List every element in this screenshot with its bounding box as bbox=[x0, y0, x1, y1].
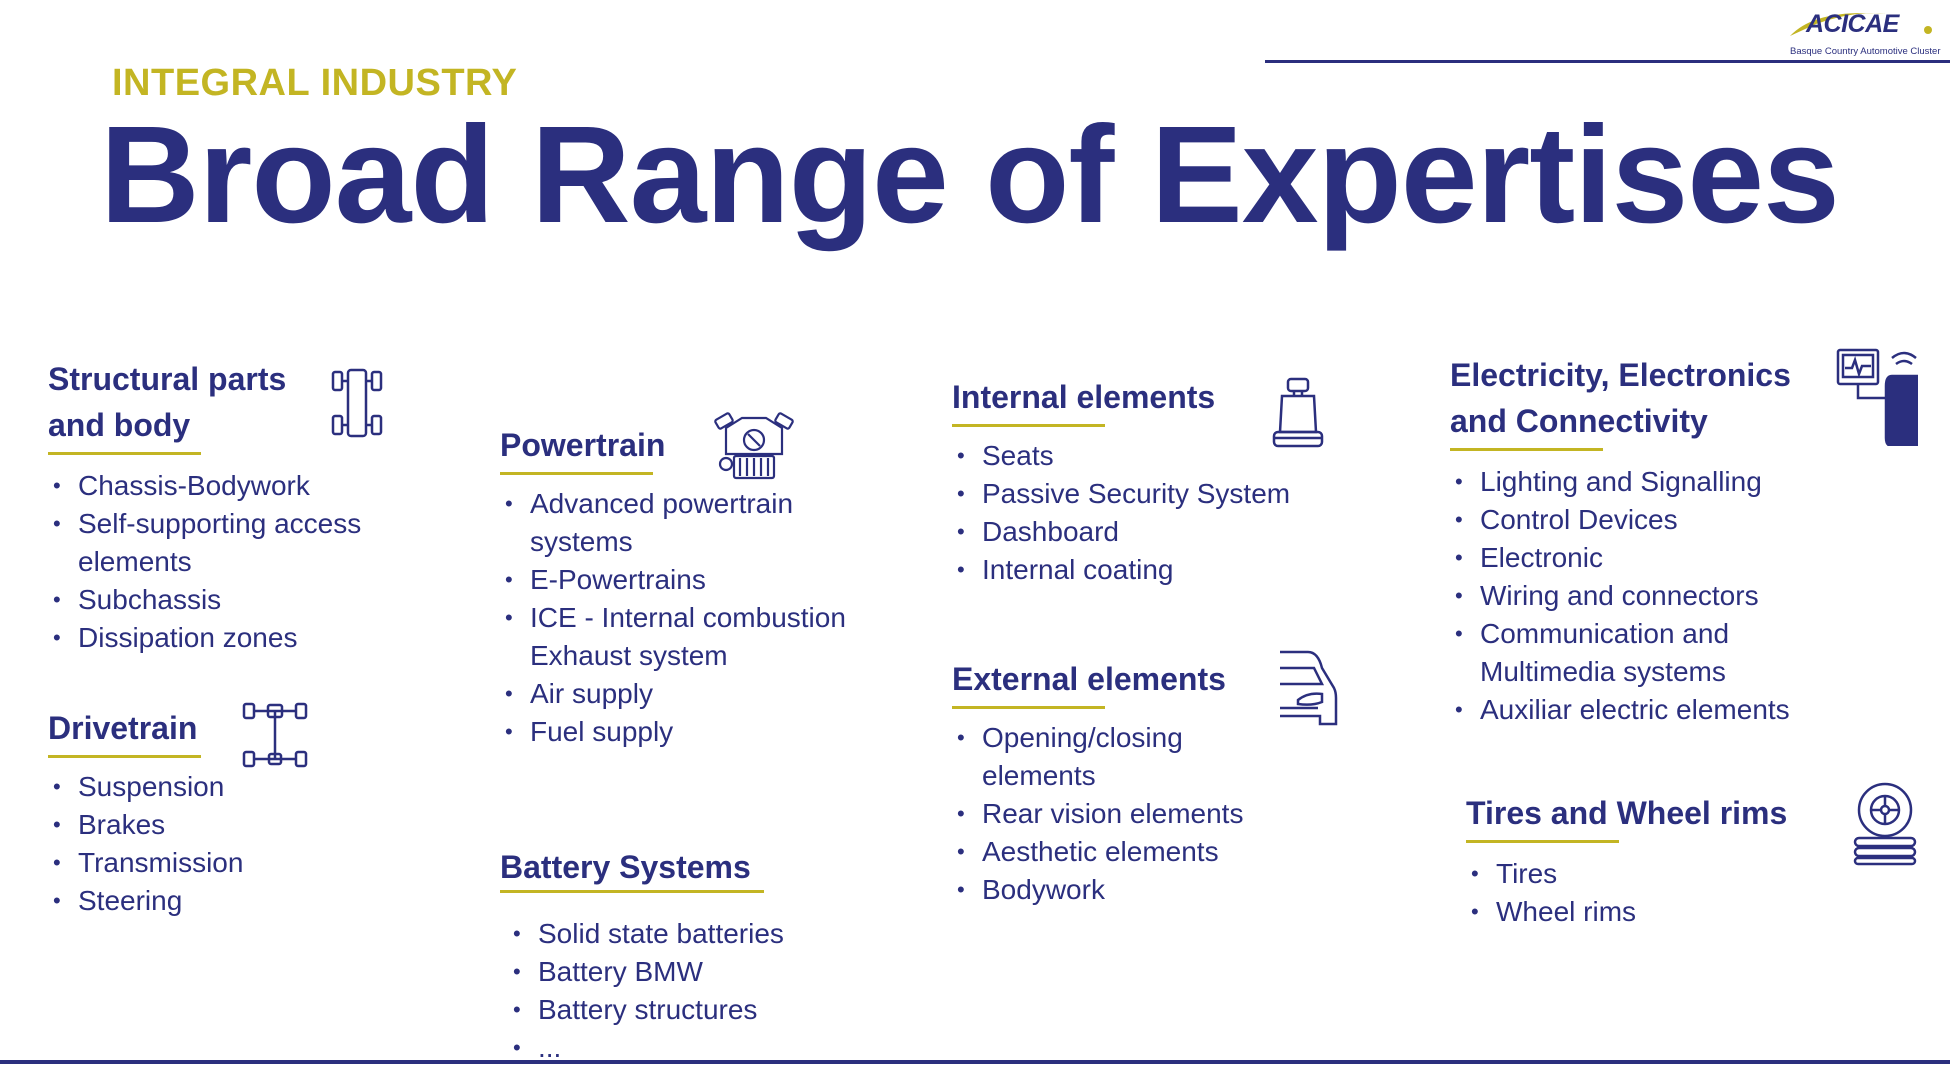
section-battery: Battery Systems Solid state batteries Ba… bbox=[500, 844, 784, 1067]
list-item: Transmission bbox=[48, 844, 243, 882]
section-title: Structural parts and body bbox=[48, 356, 361, 448]
section-underline bbox=[1466, 840, 1619, 843]
list-item: Battery structures bbox=[508, 991, 784, 1029]
list-item: Dissipation zones bbox=[48, 619, 361, 657]
section-title: Powertrain bbox=[500, 427, 666, 463]
list-item: Chassis-Bodywork bbox=[48, 467, 361, 505]
logo-tagline: Basque Country Automotive Cluster bbox=[1790, 46, 1941, 57]
page-title: Broad Range of Expertises bbox=[100, 98, 1840, 252]
list-item: Subchassis bbox=[48, 581, 361, 619]
list-item: systems bbox=[530, 526, 633, 557]
section-underline bbox=[48, 755, 201, 758]
diagnostic-monitor-icon bbox=[1834, 346, 1918, 446]
section-title: Internal elements bbox=[952, 379, 1216, 415]
list-item: Battery BMW bbox=[508, 953, 784, 991]
section-title-line1: Electricity, Electronics bbox=[1450, 357, 1791, 393]
list-item: Advanced powertrain bbox=[500, 485, 846, 523]
list-item: ... bbox=[508, 1029, 784, 1067]
list-item: Lighting and Signalling bbox=[1450, 463, 1791, 501]
section-title: External elements bbox=[952, 661, 1226, 697]
section-underline bbox=[952, 424, 1105, 427]
list-item: Multimedia systems bbox=[1480, 656, 1726, 687]
list-item: Dashboard bbox=[952, 513, 1290, 551]
list-item: ICE - Internal combustion bbox=[500, 599, 846, 637]
item-list: Lighting and Signalling Control Devices … bbox=[1450, 463, 1791, 729]
list-item: Solid state batteries bbox=[508, 915, 784, 953]
section-underline bbox=[500, 890, 764, 893]
item-list: Chassis-Bodywork Self-supporting access … bbox=[48, 467, 361, 657]
list-item: Communication and bbox=[1450, 615, 1791, 653]
chassis-icon bbox=[330, 364, 384, 442]
list-item: Brakes bbox=[48, 806, 243, 844]
item-list: Advanced powertrain systems E-Powertrain… bbox=[500, 485, 846, 751]
engine-icon bbox=[712, 410, 796, 484]
section-underline bbox=[952, 706, 1105, 709]
top-divider bbox=[1265, 60, 1950, 63]
item-list: Seats Passive Security System Dashboard … bbox=[952, 437, 1290, 589]
list-item: Opening/closing bbox=[952, 719, 1243, 757]
list-item: Electronic bbox=[1450, 539, 1791, 577]
section-title: Drivetrain bbox=[48, 710, 198, 746]
section-title-line2: and body bbox=[48, 407, 191, 443]
car-front-icon bbox=[1278, 648, 1338, 732]
item-list: Solid state batteries Battery BMW Batter… bbox=[508, 915, 784, 1067]
section-underline bbox=[1450, 448, 1603, 451]
section-underline bbox=[48, 452, 201, 455]
list-item: Passive Security System bbox=[952, 475, 1290, 513]
bottom-divider bbox=[0, 1060, 1950, 1064]
list-item: Wiring and connectors bbox=[1450, 577, 1791, 615]
list-item: Bodywork bbox=[952, 871, 1243, 909]
list-item: Rear vision elements bbox=[952, 795, 1243, 833]
drivetrain-axle-icon bbox=[242, 700, 308, 770]
item-list: Opening/closing elements Rear vision ele… bbox=[952, 719, 1243, 909]
section-title: Electricity, Electronics and Connectivit… bbox=[1450, 352, 1791, 444]
list-item: Aesthetic elements bbox=[952, 833, 1243, 871]
list-item: Seats bbox=[952, 437, 1290, 475]
list-item: Suspension bbox=[48, 768, 243, 806]
section-title-line1: Structural parts bbox=[48, 361, 287, 397]
section-powertrain: Powertrain Advanced powertrain systems E… bbox=[500, 422, 846, 751]
section-electricity: Electricity, Electronics and Connectivit… bbox=[1450, 352, 1791, 729]
logo-swoosh-icon bbox=[1790, 12, 1932, 36]
eyebrow-label: INTEGRAL INDUSTRY bbox=[112, 62, 518, 104]
list-item: Exhaust system bbox=[530, 640, 728, 671]
section-title: Tires and Wheel rims bbox=[1466, 795, 1788, 831]
acicae-logo: ACICAE Basque Country Automotive Cluster bbox=[1776, 6, 1941, 58]
tire-stack-icon bbox=[1852, 780, 1918, 866]
section-tires: Tires and Wheel rims Tires Wheel rims bbox=[1466, 790, 1787, 931]
item-list: Suspension Brakes Transmission Steering bbox=[48, 768, 243, 920]
list-item: Self-supporting access bbox=[48, 505, 361, 543]
list-item: elements bbox=[78, 546, 192, 577]
list-item: Tires bbox=[1466, 855, 1787, 893]
item-list: Tires Wheel rims bbox=[1466, 855, 1787, 931]
section-drivetrain: Drivetrain Suspension Brakes Transmissio… bbox=[48, 705, 243, 920]
list-item: Steering bbox=[48, 882, 243, 920]
car-seat-icon bbox=[1270, 376, 1326, 452]
list-item: Fuel supply bbox=[500, 713, 846, 751]
section-internal: Internal elements Seats Passive Security… bbox=[952, 374, 1290, 589]
list-item: Wheel rims bbox=[1466, 893, 1787, 931]
list-item: Air supply bbox=[500, 675, 846, 713]
section-structural: Structural parts and body Chassis-Bodywo… bbox=[48, 356, 361, 657]
list-item: Control Devices bbox=[1450, 501, 1791, 539]
section-title-line2: and Connectivity bbox=[1450, 403, 1708, 439]
list-item: Internal coating bbox=[952, 551, 1290, 589]
logo-wordmark: ACICAE bbox=[1806, 10, 1899, 38]
section-external: External elements Opening/closing elemen… bbox=[952, 656, 1243, 909]
list-item: E-Powertrains bbox=[500, 561, 846, 599]
section-title: Battery Systems bbox=[500, 849, 751, 885]
list-item: elements bbox=[982, 760, 1096, 791]
section-underline bbox=[500, 472, 653, 475]
list-item: Auxiliar electric elements bbox=[1450, 691, 1791, 729]
